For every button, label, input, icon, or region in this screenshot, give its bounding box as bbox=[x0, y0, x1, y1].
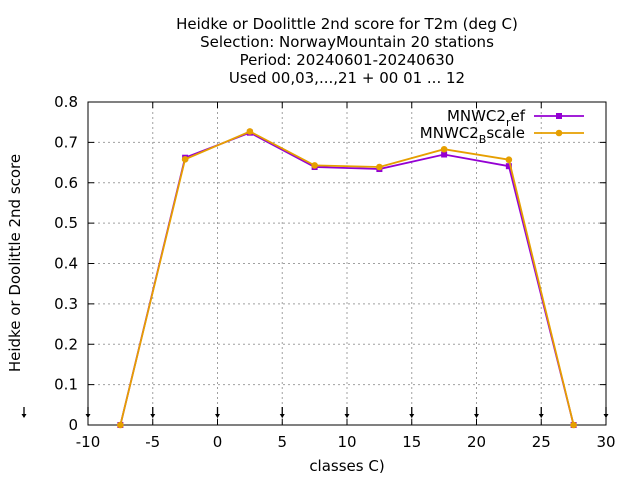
series-1 bbox=[117, 128, 577, 429]
class-marker-arrow bbox=[21, 407, 27, 418]
title-line: Selection: NorwayMountain 20 stations bbox=[200, 33, 494, 51]
grid bbox=[88, 102, 606, 425]
legend-item: MNWC2ref bbox=[447, 107, 584, 129]
data-point bbox=[441, 151, 448, 158]
series-line bbox=[119, 130, 575, 426]
title-line: Used 00,03,...,21 + 00 01 ... 12 bbox=[229, 69, 465, 87]
legend-label: MNWC2Bscale bbox=[420, 124, 525, 146]
data-point bbox=[570, 421, 577, 429]
y-tick-label: 0.1 bbox=[54, 376, 78, 394]
x-tick-label: 20 bbox=[467, 433, 486, 451]
y-tick-label: 0.3 bbox=[54, 295, 78, 313]
data-point bbox=[376, 163, 383, 171]
class-marker-arrow bbox=[603, 407, 609, 418]
x-tick-label: 10 bbox=[337, 433, 356, 451]
y-tick-label: 0.4 bbox=[54, 255, 78, 273]
data-point bbox=[555, 129, 563, 137]
legend-label: MNWC2ref bbox=[447, 107, 526, 129]
x-tick-label: 5 bbox=[277, 433, 287, 451]
class-marker-arrow bbox=[279, 407, 285, 418]
title-line: Heidke or Doolittle 2nd score for T2m (d… bbox=[176, 15, 518, 33]
x-axis-label: classes C) bbox=[309, 457, 384, 475]
data-point bbox=[181, 156, 189, 163]
data-point bbox=[505, 163, 512, 170]
y-axis-label: Heidke or Doolittle 2nd score bbox=[6, 154, 24, 372]
legend-item: MNWC2Bscale bbox=[420, 124, 584, 146]
x-tick-label: -5 bbox=[145, 433, 160, 451]
class-marker-arrow bbox=[150, 407, 156, 418]
class-marker-arrow bbox=[215, 407, 220, 418]
class-marker-arrow bbox=[85, 407, 91, 418]
y-tick-label: 0.5 bbox=[54, 214, 78, 232]
data-point bbox=[246, 128, 254, 135]
x-tick-label: 30 bbox=[596, 433, 615, 451]
y-tick-label: 0.6 bbox=[54, 174, 78, 192]
data-point bbox=[440, 145, 448, 153]
x-tick-label: 15 bbox=[402, 433, 421, 451]
class-marker-arrow bbox=[344, 407, 350, 418]
x-tick-label: 25 bbox=[532, 433, 551, 451]
data-point bbox=[556, 113, 562, 119]
class-markers bbox=[21, 407, 609, 418]
data-point bbox=[117, 421, 124, 429]
chart-title: Heidke or Doolittle 2nd score for T2m (d… bbox=[176, 15, 518, 87]
y-tick-label: 0.8 bbox=[54, 93, 78, 111]
series bbox=[117, 128, 577, 429]
axis-ticks: -10 -5 0 5 10 15 20 25 30 0 0.1 0.2 0.3 0.4 0.5 0.6 0.7 0… bbox=[54, 93, 615, 451]
x-tick-label: 0 bbox=[213, 433, 223, 451]
class-marker-arrow bbox=[474, 407, 479, 418]
data-point bbox=[505, 156, 513, 164]
y-tick-label: 0.7 bbox=[54, 133, 78, 151]
x-tick-label: -10 bbox=[76, 433, 101, 451]
title-line: Period: 20240601-20240630 bbox=[240, 51, 455, 69]
y-tick-label: 0.2 bbox=[54, 335, 78, 353]
series-line bbox=[119, 131, 575, 426]
y-tick-label: 0 bbox=[68, 416, 78, 434]
data-point bbox=[311, 162, 318, 169]
class-marker-arrow bbox=[538, 407, 544, 418]
class-marker-arrow bbox=[409, 407, 415, 418]
